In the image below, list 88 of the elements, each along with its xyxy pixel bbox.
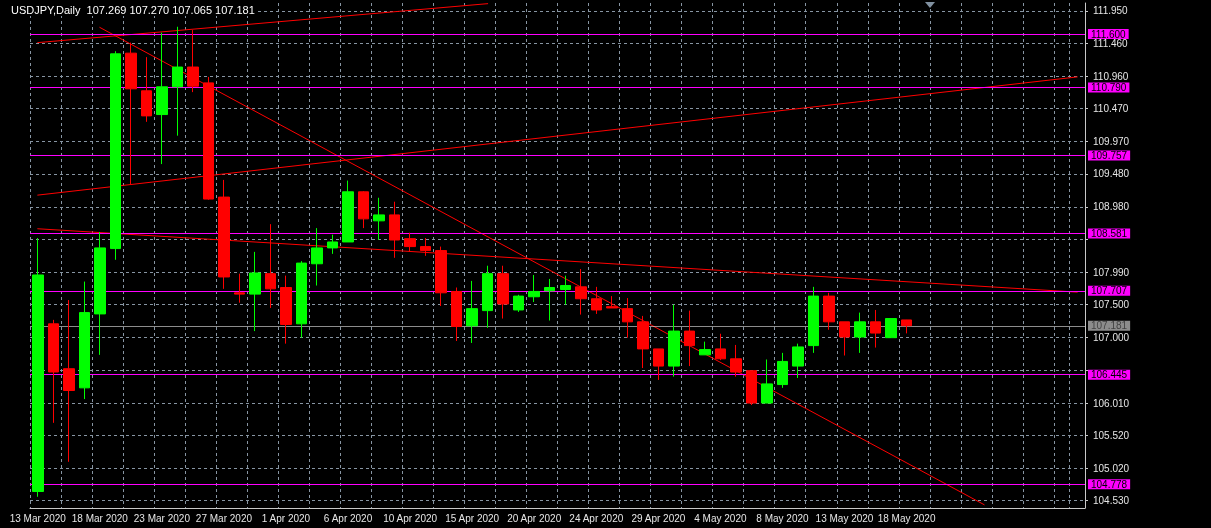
candlestick bbox=[327, 234, 338, 255]
candlestick bbox=[839, 321, 850, 357]
candlestick bbox=[885, 318, 897, 339]
ref-line-label: 110.790 bbox=[1091, 82, 1127, 93]
candlestick bbox=[653, 348, 664, 381]
candlestick bbox=[32, 237, 44, 498]
y-tick-label: 109.970 bbox=[1093, 136, 1130, 148]
x-tick-label: 13 Mar 2020 bbox=[9, 512, 67, 524]
candlestick bbox=[513, 294, 524, 313]
x-tick-label: 13 May 2020 bbox=[815, 512, 874, 524]
y-tick-label: 108.980 bbox=[1093, 201, 1130, 213]
candlestick bbox=[746, 370, 757, 406]
candlestick bbox=[296, 260, 307, 339]
candlestick bbox=[575, 268, 587, 316]
x-tick-label: 18 Mar 2020 bbox=[71, 512, 129, 524]
ref-line-label: 111.600 bbox=[1091, 28, 1127, 40]
candlestick bbox=[684, 310, 695, 367]
candlestick bbox=[249, 251, 261, 332]
candlestick bbox=[528, 274, 540, 303]
candlestick bbox=[792, 343, 804, 379]
x-tick-label: 18 May 2020 bbox=[877, 512, 936, 524]
x-tick-label: 15 Apr 2020 bbox=[445, 512, 500, 524]
candlestick bbox=[870, 309, 881, 349]
candlestick bbox=[311, 227, 323, 287]
candlestick bbox=[730, 344, 742, 378]
y-tick-label: 110.960 bbox=[1093, 70, 1129, 82]
x-tick-label: 8 May 2020 bbox=[756, 512, 810, 524]
x-tick-label: 10 Apr 2020 bbox=[383, 512, 438, 524]
candlestick bbox=[420, 237, 431, 257]
candlestick bbox=[48, 319, 59, 424]
x-tick-label: 20 Apr 2020 bbox=[507, 512, 562, 524]
candlestick bbox=[404, 232, 416, 253]
ref-line-label: 108.581 bbox=[1091, 227, 1128, 239]
x-tick-label: 1 Apr 2020 bbox=[261, 512, 311, 524]
candlestick bbox=[823, 292, 835, 331]
y-tick-label: 111.950 bbox=[1093, 5, 1129, 17]
x-tick-label: 27 Mar 2020 bbox=[195, 512, 253, 524]
x-tick-label: 23 Mar 2020 bbox=[133, 512, 191, 524]
y-tick-label: 105.520 bbox=[1093, 429, 1130, 441]
ref-line-label: 106.445 bbox=[1091, 369, 1128, 381]
x-tick-label: 4 May 2020 bbox=[694, 512, 747, 524]
candlestick bbox=[761, 358, 773, 404]
candlestick bbox=[234, 273, 245, 304]
x-tick-label: 29 Apr 2020 bbox=[631, 512, 686, 524]
candlestick bbox=[777, 352, 788, 389]
chart-title: USDJPY,Daily 107.269 107.270 107.065 107.181 bbox=[11, 3, 255, 16]
candlestick bbox=[156, 32, 168, 165]
candlestick bbox=[591, 286, 602, 315]
candlestick bbox=[482, 265, 493, 329]
x-tick-label: 6 Apr 2020 bbox=[323, 512, 373, 524]
candlestick bbox=[497, 265, 509, 320]
ref-line-label: 104.778 bbox=[1091, 478, 1128, 490]
y-tick-label: 107.990 bbox=[1093, 266, 1130, 278]
y-tick-label: 107.500 bbox=[1093, 299, 1130, 311]
candlestick bbox=[358, 190, 369, 229]
candlestick bbox=[110, 50, 121, 261]
y-tick-label: 109.480 bbox=[1093, 168, 1130, 180]
candlestick bbox=[560, 275, 571, 306]
candlestick bbox=[79, 281, 90, 400]
candlestick bbox=[668, 304, 680, 378]
candlestick bbox=[63, 299, 75, 463]
x-tick-label: 24 Apr 2020 bbox=[569, 512, 624, 524]
candlestick bbox=[699, 341, 711, 356]
candlestick bbox=[622, 297, 633, 339]
candlestick bbox=[373, 197, 385, 241]
y-tick-label: 111.460 bbox=[1093, 37, 1129, 49]
candlestick bbox=[172, 26, 183, 137]
ref-line-label: 107.707 bbox=[1091, 285, 1128, 297]
y-tick-label: 106.010 bbox=[1093, 397, 1130, 409]
y-tick-label: 110.470 bbox=[1093, 103, 1129, 115]
candlestick bbox=[808, 286, 819, 354]
ref-line-label: 109.757 bbox=[1091, 149, 1128, 161]
candlestick bbox=[544, 278, 555, 322]
y-tick-label: 105.020 bbox=[1093, 462, 1130, 474]
candlestick bbox=[854, 312, 866, 354]
candlestick bbox=[715, 333, 726, 361]
candlestick bbox=[280, 275, 292, 345]
candlestick bbox=[94, 231, 106, 356]
candlestick bbox=[901, 319, 912, 334]
candlestick bbox=[466, 280, 478, 344]
candlestick bbox=[637, 315, 649, 369]
ref-line-label: 107.181 bbox=[1091, 320, 1128, 332]
candlestick bbox=[451, 287, 462, 342]
candlestick bbox=[606, 295, 618, 309]
y-tick-label: 107.000 bbox=[1093, 332, 1130, 344]
y-tick-label: 104.530 bbox=[1093, 495, 1130, 507]
candlestick bbox=[342, 180, 354, 243]
candlestick bbox=[141, 56, 152, 123]
